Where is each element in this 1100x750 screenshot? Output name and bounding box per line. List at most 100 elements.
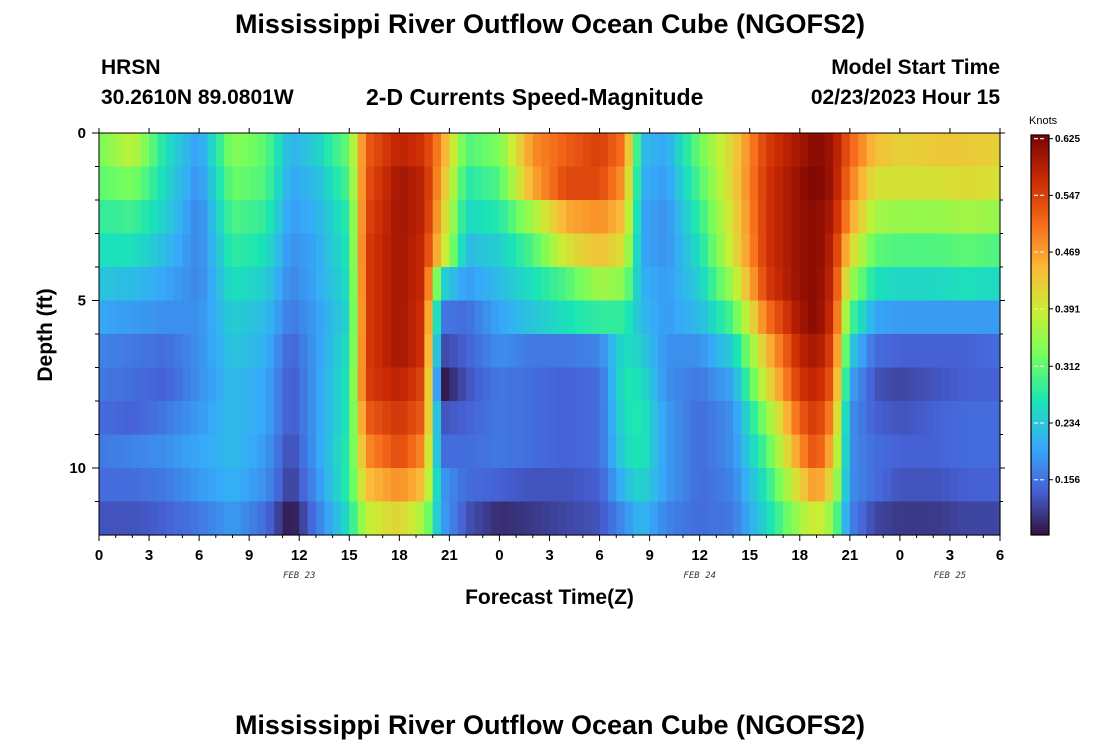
heatmap-cell [365, 267, 375, 302]
heatmap-cell [783, 501, 793, 536]
heatmap-cell [741, 468, 751, 503]
heatmap-cell [324, 233, 334, 268]
heatmap-cell [340, 233, 350, 268]
heatmap-cell [524, 166, 534, 201]
heatmap-cell [240, 267, 250, 302]
heatmap-cell [332, 300, 342, 335]
heatmap-cell [708, 501, 717, 536]
heatmap-cell [374, 233, 384, 268]
heatmap-cell [499, 401, 509, 436]
heatmap-cell [190, 233, 200, 268]
heatmap-cell [165, 367, 175, 402]
heatmap-cell [165, 133, 175, 168]
heatmap-cell [841, 434, 851, 469]
heatmap-cell [307, 300, 317, 335]
heatmap-cell [516, 501, 526, 536]
heatmap-cell [207, 133, 217, 168]
heatmap-cell [432, 468, 442, 503]
heatmap-cell [390, 233, 400, 268]
heatmap-cell [983, 468, 993, 503]
heatmap-cell [774, 334, 784, 369]
heatmap-cell [307, 434, 317, 469]
heatmap-cell [724, 267, 734, 302]
heatmap-cell [541, 133, 551, 168]
heatmap-cell [557, 501, 567, 536]
heatmap-cell [899, 300, 909, 335]
heatmap-cell [933, 200, 943, 235]
heatmap-cell [315, 501, 325, 536]
heatmap-cell [416, 200, 425, 235]
heatmap-cell [449, 267, 459, 302]
heatmap-cell [774, 501, 784, 536]
heatmap-cell [574, 166, 584, 201]
heatmap-cell [532, 133, 542, 168]
heatmap-cell [365, 367, 375, 402]
heatmap-cell [866, 468, 876, 503]
heatmap-cell [632, 468, 642, 503]
heatmap-cell [165, 233, 175, 268]
heatmap-cell [441, 501, 450, 536]
heatmap-cell [282, 501, 292, 536]
heatmap-cell [457, 401, 467, 436]
heatmap-cell [332, 434, 342, 469]
heatmap-cell [899, 434, 909, 469]
heatmap-cell [966, 133, 976, 168]
heatmap-cell [349, 367, 359, 402]
heatmap-cell [616, 166, 626, 201]
heatmap-cell [115, 300, 125, 335]
heatmap-cell [841, 501, 851, 536]
heatmap-cell [466, 267, 476, 302]
heatmap-cell [858, 166, 868, 201]
heatmap-cell [257, 434, 267, 469]
heatmap-cell [808, 468, 818, 503]
heatmap-cell [924, 233, 934, 268]
heatmap-cell [474, 334, 484, 369]
heatmap-cell [374, 200, 384, 235]
heatmap-cell [190, 401, 200, 436]
heatmap-cell [174, 367, 184, 402]
heatmap-cell [949, 300, 959, 335]
heatmap-cell [758, 334, 767, 369]
heatmap-cell [390, 200, 400, 235]
heatmap-cell [482, 334, 492, 369]
x-tick-label: 12 [291, 547, 308, 564]
heatmap-cell [249, 300, 259, 335]
heatmap-cell [841, 468, 851, 503]
heatmap-cell [966, 334, 976, 369]
heatmap-cell [382, 133, 392, 168]
heatmap-cell [224, 300, 234, 335]
heatmap-cell [507, 233, 517, 268]
heatmap-cell [140, 233, 150, 268]
heatmap-cell [516, 300, 526, 335]
heatmap-cell [174, 401, 184, 436]
heatmap-cell [399, 501, 409, 536]
heatmap-cell [607, 501, 617, 536]
heatmap-cell [966, 434, 976, 469]
x-tick-label: 18 [391, 547, 408, 564]
heatmap-cell [933, 434, 943, 469]
heatmap-cell [758, 267, 767, 302]
heatmap-cell [466, 434, 476, 469]
heatmap-cell [641, 200, 651, 235]
heatmap-cell [657, 166, 667, 201]
heatmap-cell [983, 367, 993, 402]
heatmap-cell [749, 367, 759, 402]
heatmap-cell [891, 200, 901, 235]
heatmap-cell [649, 133, 659, 168]
heatmap-cell [132, 267, 142, 302]
heatmap-cell [816, 200, 826, 235]
heatmap-cell [958, 133, 968, 168]
heatmap-cell [841, 367, 851, 402]
heatmap-cell [749, 166, 759, 201]
heatmap-cell [482, 300, 492, 335]
heatmap-cell [657, 367, 667, 402]
heatmap-cell [491, 233, 501, 268]
heatmap-cell [799, 233, 809, 268]
heatmap-cell [365, 200, 375, 235]
heatmap-cell [107, 367, 117, 402]
heatmap-cell [666, 334, 676, 369]
heatmap-cell [866, 334, 876, 369]
heatmap-cell [774, 401, 784, 436]
heatmap-cell [941, 300, 951, 335]
heatmap-cell [99, 334, 108, 369]
